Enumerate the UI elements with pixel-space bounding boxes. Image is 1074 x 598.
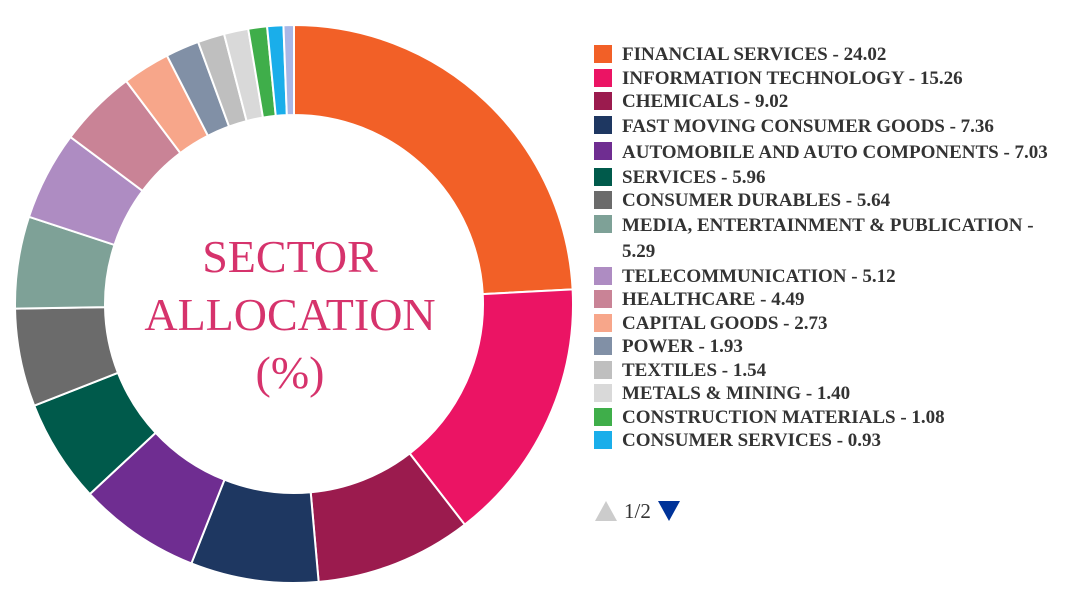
legend-swatch (594, 115, 612, 134)
legend-item[interactable]: METALS & MINING - 1.40 (594, 382, 1059, 406)
legend-label: AUTOMOBILE AND AUTO COMPONENTS - 7.03 (622, 141, 1048, 163)
legend-label: FINANCIAL SERVICES - 24.02 (622, 44, 887, 65)
legend-swatch (594, 92, 612, 110)
legend-prev-page-arrow-icon[interactable] (594, 500, 618, 522)
legend-swatch (594, 313, 612, 332)
legend-item[interactable]: CHEMICALS - 9.02 (594, 90, 1059, 114)
legend-swatch (594, 167, 612, 186)
legend-next-page-arrow-icon[interactable] (657, 500, 681, 522)
legend-item[interactable]: AUTOMOBILE AND AUTO COMPONENTS - 7.03 (594, 140, 1059, 166)
legend-swatch (594, 360, 612, 379)
legend-item[interactable]: FAST MOVING CONSUMER GOODS - 7.36 (594, 114, 1059, 140)
legend-swatch (594, 191, 612, 209)
legend-item[interactable]: TEXTILES - 1.54 (594, 359, 1059, 383)
legend-label: CONSUMER DURABLES - 5.64 (622, 190, 891, 211)
legend-item[interactable]: TELECOMMUNICATION - 5.12 (594, 265, 1059, 289)
chart-title-line-2: ALLOCATION (144, 289, 436, 340)
legend-label: TELECOMMUNICATION - 5.12 (622, 265, 896, 287)
legend-item[interactable]: CONSUMER DURABLES - 5.64 (594, 189, 1059, 213)
legend-swatch (594, 407, 612, 426)
legend: FINANCIAL SERVICES - 24.02 INFORMATION TE… (594, 43, 1059, 488)
legend-swatch (594, 141, 612, 160)
legend-swatch (594, 266, 612, 285)
legend-swatch (594, 384, 612, 402)
legend-label: CAPITAL GOODS - 2.73 (622, 312, 828, 334)
legend-swatch (594, 214, 612, 233)
chart-title: SECTOR ALLOCATION (%) (100, 228, 480, 402)
legend-item[interactable]: FINANCIAL SERVICES - 24.02 (594, 43, 1059, 67)
legend-swatch (594, 45, 612, 63)
chart-title-line-1: SECTOR (202, 231, 378, 282)
legend-pager: 1/2 (594, 498, 681, 524)
pie-slice-financial-services[interactable] (293, 23, 574, 296)
legend-label: HEALTHCARE - 4.49 (622, 289, 805, 310)
legend-swatch (594, 68, 612, 87)
legend-label: INFORMATION TECHNOLOGY - 15.26 (622, 67, 963, 89)
legend-page-indicator: 1/2 (624, 498, 651, 523)
legend-item[interactable]: SERVICES - 5.96 (594, 166, 1059, 190)
legend-item[interactable]: POWER - 1.93 (594, 335, 1059, 359)
pie-chart (14, 23, 574, 584)
legend-swatch (594, 337, 612, 355)
chart-title-line-3: (%) (255, 347, 325, 398)
legend-item[interactable]: CONSTRUCTION MATERIALS - 1.08 (594, 406, 1059, 430)
pie-slice-other-16[interactable] (282, 23, 295, 117)
legend-label: CHEMICALS - 9.02 (622, 91, 789, 112)
legend-label: SERVICES - 5.96 (622, 166, 766, 188)
legend-label: FAST MOVING CONSUMER GOODS - 7.36 (622, 115, 994, 137)
legend-item[interactable]: HEALTHCARE - 4.49 (594, 288, 1059, 312)
legend-label: TEXTILES - 1.54 (622, 359, 767, 381)
legend-label: METALS & MINING - 1.40 (622, 383, 851, 404)
legend-item[interactable]: INFORMATION TECHNOLOGY - 15.26 (594, 67, 1059, 91)
legend-item[interactable]: CONSUMER SERVICES - 0.93 (594, 429, 1059, 453)
legend-swatch (594, 431, 612, 449)
legend-item[interactable]: MEDIA, ENTERTAINMENT & PUBLICATION - 5.2… (594, 213, 1059, 265)
legend-label: POWER - 1.93 (622, 336, 743, 357)
legend-label: MEDIA, ENTERTAINMENT & PUBLICATION - 5.2… (622, 214, 1034, 262)
legend-label: CONSUMER SERVICES - 0.93 (622, 430, 882, 451)
legend-swatch (594, 290, 612, 308)
legend-item[interactable]: CAPITAL GOODS - 2.73 (594, 312, 1059, 336)
legend-label: CONSTRUCTION MATERIALS - 1.08 (622, 406, 945, 428)
